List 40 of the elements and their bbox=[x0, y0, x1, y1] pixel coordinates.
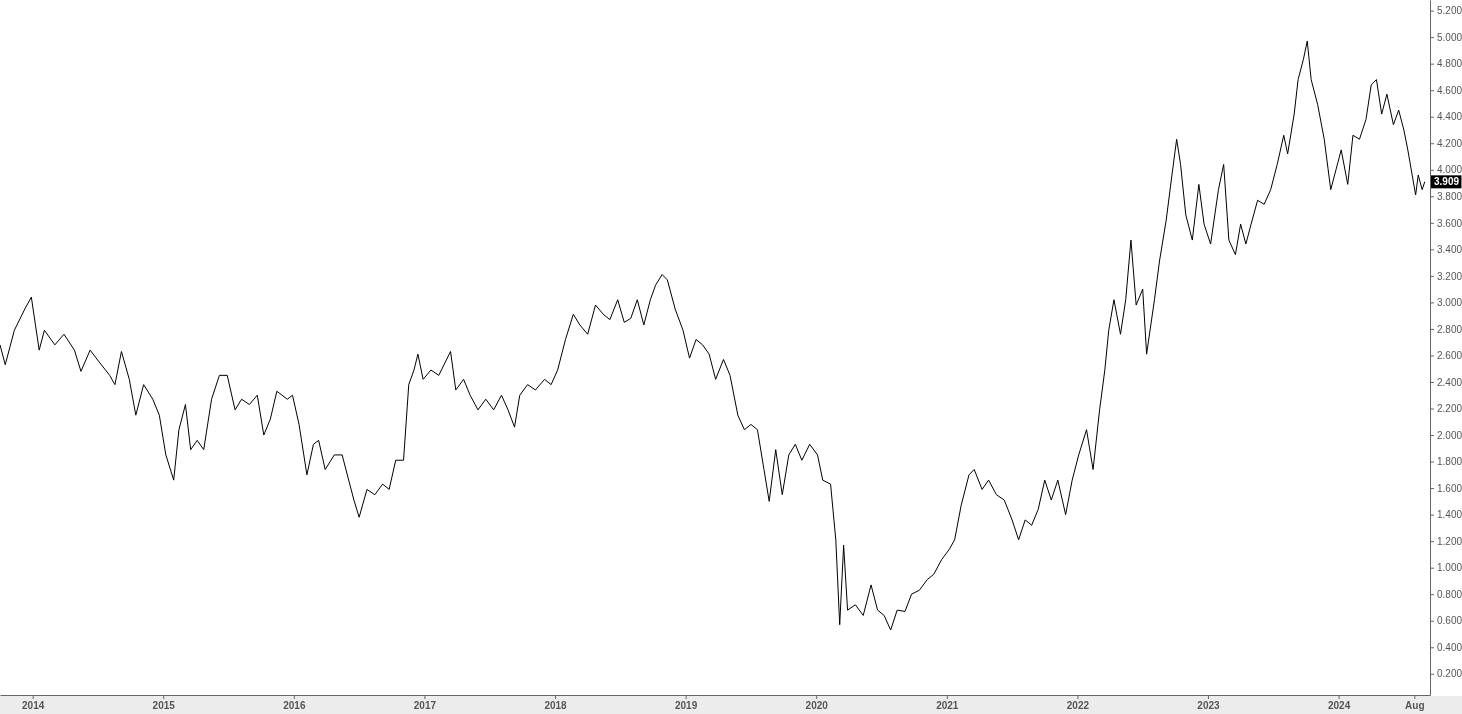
y-tick-label: 3.400 bbox=[1437, 244, 1462, 256]
x-tick-label: 2014 bbox=[22, 700, 45, 712]
x-tick-label: 2023 bbox=[1197, 700, 1221, 712]
x-tick-label: 2015 bbox=[152, 700, 176, 712]
x-tick-label: 2019 bbox=[674, 700, 698, 712]
y-tick-label: 4.400 bbox=[1437, 111, 1462, 123]
y-tick-label: 0.800 bbox=[1437, 588, 1462, 600]
x-tick-label: 2022 bbox=[1066, 700, 1090, 712]
y-tick-label: 3.200 bbox=[1437, 270, 1462, 282]
y-tick-label: 0.400 bbox=[1437, 641, 1462, 653]
y-tick-label: 4.800 bbox=[1437, 58, 1462, 70]
y-tick-label: 4.000 bbox=[1437, 164, 1462, 176]
x-tick-label: 2018 bbox=[544, 700, 568, 712]
y-tick-label: 2.400 bbox=[1437, 376, 1462, 388]
x-tick-label: 2016 bbox=[283, 700, 306, 712]
y-tick-label: 1.000 bbox=[1437, 562, 1462, 574]
y-tick-label: 2.800 bbox=[1437, 323, 1462, 335]
y-tick-label: 3.800 bbox=[1437, 191, 1462, 202]
x-tick-label: Aug bbox=[1405, 700, 1425, 712]
y-tick-label: 2.000 bbox=[1437, 429, 1462, 441]
x-tick-label: 2024 bbox=[1327, 700, 1351, 712]
y-tick-label: 1.200 bbox=[1437, 535, 1462, 547]
y-tick-label: 2.600 bbox=[1437, 350, 1462, 362]
y-tick-label: 5.000 bbox=[1437, 31, 1462, 43]
x-tick-label: 2021 bbox=[936, 700, 959, 712]
x-tick-label: 2017 bbox=[413, 700, 437, 712]
x-tick-label: 2020 bbox=[805, 700, 829, 712]
y-tick-label: 4.200 bbox=[1437, 137, 1462, 149]
line-series bbox=[0, 40, 1426, 631]
y-tick-label: 1.600 bbox=[1437, 482, 1462, 494]
y-tick-label: 2.200 bbox=[1437, 403, 1462, 415]
annotation: 3.909 bbox=[1434, 176, 1460, 188]
y-tick-label: 3.600 bbox=[1437, 217, 1462, 229]
y-tick-label: 1.400 bbox=[1437, 509, 1462, 521]
y-tick-label: 4.600 bbox=[1437, 84, 1462, 96]
y-tick-label: 5.200 bbox=[1437, 5, 1462, 17]
y-tick-label: 0.200 bbox=[1437, 668, 1462, 680]
y-tick-label: 3.000 bbox=[1437, 297, 1462, 309]
y-tick-label: 0.600 bbox=[1437, 615, 1462, 627]
y-tick-label: 1.800 bbox=[1437, 456, 1462, 468]
